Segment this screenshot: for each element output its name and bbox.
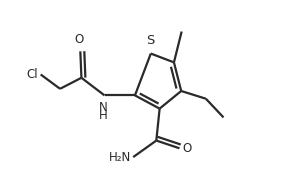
Text: H₂N: H₂N [109,151,131,164]
Text: H: H [99,109,108,122]
Text: N: N [99,101,108,114]
Text: Cl: Cl [27,68,38,81]
Text: S: S [147,33,155,47]
Text: O: O [182,142,191,155]
Text: O: O [75,33,84,46]
